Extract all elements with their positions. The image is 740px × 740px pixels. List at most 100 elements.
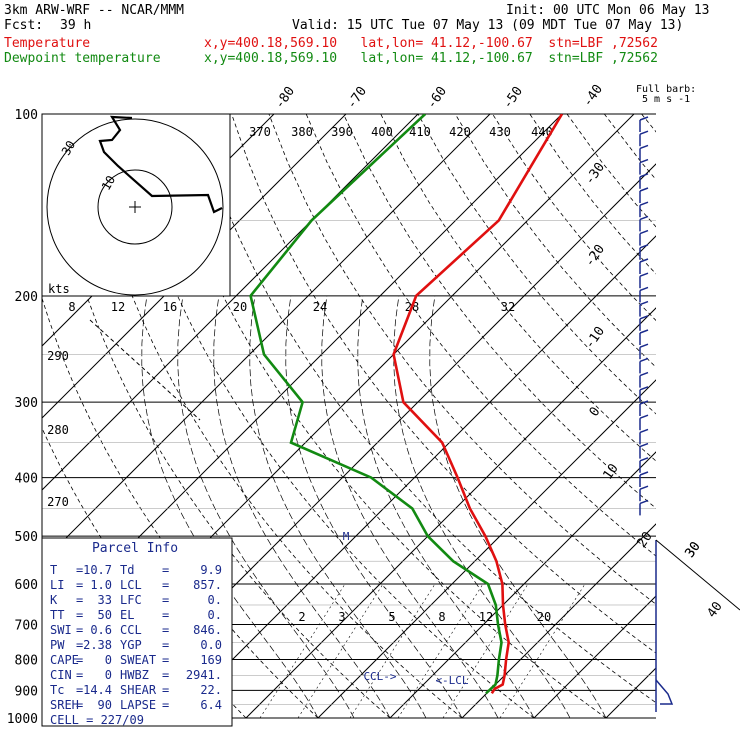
parcel-key: CIN: [50, 668, 72, 682]
hodograph-trace: [98, 115, 223, 214]
parcel-value: 1.0: [90, 578, 112, 592]
mixing-ratio-label: 8: [438, 610, 445, 624]
fcst-label: Fcst:: [4, 18, 44, 33]
thetae-label: 420: [449, 125, 471, 139]
parcel-info-box: [41, 537, 233, 727]
thetae-label: 400: [371, 125, 393, 139]
parcel-key: TT: [50, 608, 64, 622]
parcel-eq: =: [76, 578, 83, 592]
parcel-key: LAPSE: [120, 698, 156, 712]
speed-scale-line: [89, 319, 201, 421]
wind-barb-flag: [639, 428, 649, 434]
parcel-key: SWEAT: [120, 653, 156, 667]
isotherm-label: -30: [582, 160, 608, 188]
isotherm: [42, 114, 347, 419]
dewpoint-legend: Dewpoint temperature: [4, 51, 161, 66]
parcel-value: 9.9: [200, 563, 222, 577]
isotherm-label: -10: [582, 324, 608, 352]
parcel-key: LI: [50, 578, 64, 592]
dry-adiabat: [194, 114, 656, 704]
parcel-key: K: [50, 593, 58, 607]
thetae-label: 410: [409, 125, 431, 139]
isotherm-label: 0: [587, 404, 604, 419]
parcel-eq: =: [76, 638, 83, 652]
parcel-value: 0.: [208, 593, 222, 607]
m-marker: M: [343, 530, 350, 543]
temperature-location: x,y=400.18,569.10 lat,lon= 41.12,-100.67…: [204, 36, 658, 51]
thetae-label: 380: [291, 125, 313, 139]
wind-barb-flag: [639, 371, 649, 377]
isotherm-label: 10: [600, 461, 621, 482]
wind-barb-flag: [639, 343, 649, 348]
parcel-eq: =: [162, 668, 169, 682]
isotherm-label: -60: [424, 84, 450, 112]
isotherm: [389, 451, 656, 719]
parcel-eq: =: [76, 698, 83, 712]
wind-barb-flag: [639, 158, 649, 164]
wind-barb-flag: [639, 215, 649, 221]
parcel-value: 0: [105, 668, 112, 682]
speed-scale-label: 32: [501, 300, 515, 314]
parcel-key: Td: [120, 563, 134, 577]
wind-barb-flag: [639, 229, 649, 235]
wind-barb-flag: [639, 471, 649, 476]
parcel-value: 2941.: [186, 668, 222, 682]
hodograph-ring-outer: [46, 118, 224, 296]
isotherm-label: -40: [580, 82, 606, 110]
barb-legend-title: Full barb:: [636, 84, 696, 95]
mixing-ratio-line: [442, 583, 529, 719]
parcel-key: EL: [120, 608, 134, 622]
hodograph-units: kts: [48, 282, 70, 296]
parcel-key: PW: [50, 638, 65, 652]
wind-barbs: Full barb:5 m s -1 30: [636, 84, 740, 712]
wind-barb-flag: [639, 244, 649, 249]
parcel-key: T: [50, 563, 57, 577]
wind-barb-flag: [639, 272, 649, 277]
pressure-label: 700: [15, 618, 38, 633]
wind-barb-flag: [639, 485, 649, 490]
parcel-value: 22.: [200, 683, 222, 697]
temperature-legend: Temperature: [4, 36, 91, 51]
wind-barb-flag: [639, 116, 649, 121]
pressure-label: 200: [15, 290, 38, 305]
isotherm-label: -70: [344, 84, 370, 112]
wind-barb-flag: [639, 130, 649, 135]
fcst-value: 39 h: [60, 18, 92, 33]
isotherm: [173, 235, 656, 719]
pressure-label: 500: [15, 530, 38, 545]
dry-adiabat: [417, 114, 656, 415]
parcel-eq: =: [162, 563, 169, 577]
parcel-value: 90: [98, 698, 112, 712]
parcel-eq: =: [162, 578, 169, 592]
isotherm: [678, 114, 740, 718]
wind-barb-flag: [639, 258, 649, 263]
isotherm: [42, 114, 491, 563]
isotherm: [245, 307, 656, 719]
mixing-ratio-label: 2: [298, 610, 305, 624]
isotherm: [605, 667, 656, 719]
parcel-key: SHEAR: [120, 683, 157, 697]
pressure-label: 100: [15, 108, 38, 123]
parcel-key: YGP: [120, 638, 142, 652]
theta-label: 280: [47, 423, 69, 437]
hodograph-ring-inner: [97, 169, 173, 245]
parcel-cell: CELL = 227/09: [50, 713, 144, 727]
thetae-label: 430: [489, 125, 511, 139]
parcel-eq: =: [76, 608, 83, 622]
parcel-key: SWI: [50, 623, 72, 637]
parcel-value: 10.7: [83, 563, 112, 577]
dry-adiabat: [380, 114, 656, 462]
wind-barb-flag: [639, 386, 649, 391]
parcel-value: 846.: [193, 623, 222, 637]
wind-barb-flag: [639, 457, 649, 462]
dry-adiabat: [305, 114, 656, 557]
wind-barb-flag: [639, 499, 649, 505]
parcel-eq: =: [162, 683, 169, 697]
pressure-label: 400: [15, 472, 38, 487]
wind-barb-flag: [639, 286, 649, 292]
lcl-marker: <-LCL: [435, 674, 468, 687]
valid-time: Valid: 15 UTC Tue 07 May 13 (09 MDT Tue …: [292, 18, 684, 33]
